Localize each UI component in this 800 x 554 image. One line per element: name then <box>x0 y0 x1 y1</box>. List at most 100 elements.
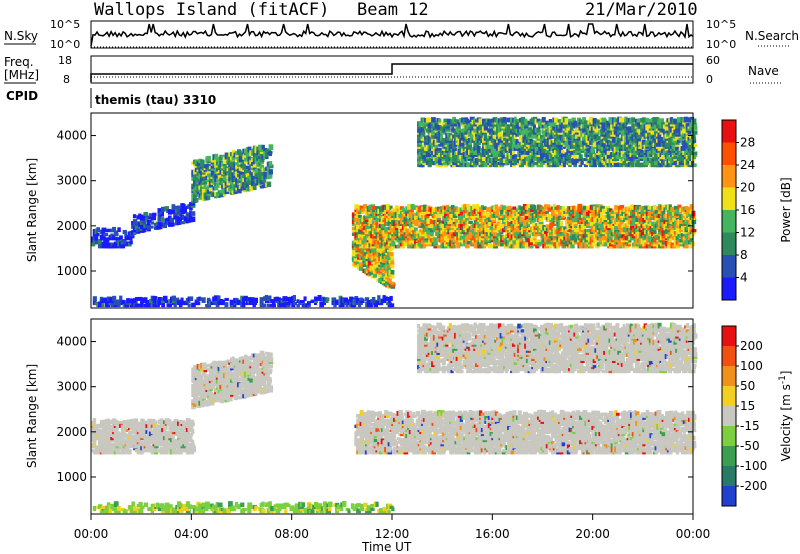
echo-cell <box>191 302 196 308</box>
echo-cell <box>381 262 387 267</box>
station-title: Wallops Island (fitACF) <box>94 0 329 20</box>
echo-cell <box>522 231 526 235</box>
echo-cell <box>554 210 559 214</box>
echo-cell <box>522 242 527 247</box>
echo-cell <box>387 212 393 216</box>
echo-cell <box>388 261 392 268</box>
nave-label: Nave <box>748 64 779 78</box>
echo-cell <box>401 229 405 235</box>
echo-cell <box>600 238 604 243</box>
echo-cell <box>390 284 396 289</box>
echo-cell <box>498 207 502 212</box>
echo-cell <box>326 297 330 301</box>
echo-cell <box>198 296 202 301</box>
echo-cell <box>390 256 394 261</box>
echo-cell <box>377 240 382 245</box>
echo-cell <box>422 210 427 216</box>
echo-cell <box>350 304 355 308</box>
echo-cell <box>166 217 171 222</box>
echo-cell <box>228 158 232 163</box>
echo-cell <box>408 223 414 229</box>
echo-cell <box>428 235 432 241</box>
echo-cell <box>94 236 99 241</box>
echo-cell <box>433 239 438 243</box>
echo-cell <box>251 161 255 166</box>
echo-cell <box>491 234 495 239</box>
echo-cell <box>594 232 599 239</box>
echo-cell <box>475 220 480 224</box>
echo-cell <box>134 297 139 301</box>
echo-cell <box>500 242 505 247</box>
echo-cell <box>251 148 255 152</box>
echo-cell <box>387 297 391 303</box>
echo-cell <box>394 226 399 231</box>
echo-cell <box>593 228 597 235</box>
echo-cell <box>383 256 387 260</box>
echo-cell <box>205 190 209 197</box>
echo-cell <box>387 265 392 271</box>
date-title: 21/Mar/2010 <box>585 0 698 20</box>
echo-cell <box>473 244 478 249</box>
echo-cell <box>424 232 428 237</box>
echo-cell <box>324 297 328 301</box>
echo-cell <box>391 208 395 212</box>
echo-cell <box>310 299 315 304</box>
echo-cell <box>377 225 381 229</box>
echo-cell <box>256 146 260 151</box>
echo-cell <box>335 299 339 303</box>
echo-cell <box>394 218 398 224</box>
echo-cell <box>562 162 566 168</box>
echo-cell <box>230 158 235 163</box>
echo-cell <box>526 204 530 210</box>
echo-cell <box>601 225 606 231</box>
echo-cell <box>449 231 454 235</box>
echo-cell <box>428 239 432 245</box>
echo-cell <box>303 296 307 301</box>
echo-cell <box>396 237 400 243</box>
echo-cell <box>154 222 158 226</box>
echo-cell <box>431 212 435 216</box>
nsearch-label: N.Search <box>745 29 799 43</box>
echo-cell <box>240 180 244 187</box>
echo-cell <box>382 236 386 241</box>
echo-cell <box>200 160 205 167</box>
freq-tick-bottom: 8 <box>63 73 70 86</box>
echo-cell <box>122 239 127 245</box>
echo-cell <box>422 225 427 229</box>
echo-cell <box>531 222 537 229</box>
echo-cell <box>422 208 427 212</box>
echo-cell <box>245 301 249 306</box>
echo-cell <box>393 225 397 231</box>
echo-cell <box>373 220 379 224</box>
echo-cell <box>176 217 182 221</box>
echo-cell <box>368 300 372 303</box>
echo-cell <box>390 281 395 285</box>
echo-cell <box>115 233 119 237</box>
echo-cell <box>566 208 572 212</box>
echo-cell <box>584 224 588 229</box>
echo-cell <box>355 261 360 265</box>
echo-cell <box>200 177 204 182</box>
echo-cell <box>356 212 360 218</box>
echo-cell <box>431 225 435 229</box>
echo-cell <box>612 227 616 233</box>
echo-cell <box>213 301 218 306</box>
echo-cell <box>526 237 530 243</box>
echo-cell <box>549 244 553 249</box>
echo-cell <box>491 236 495 241</box>
echo-cell <box>268 163 272 167</box>
echo-cell <box>505 233 509 237</box>
echo-cell <box>360 229 365 236</box>
echo-cell <box>487 220 492 225</box>
echo-cell <box>242 173 246 179</box>
echo-cell <box>127 242 132 247</box>
echo-cell <box>487 229 492 233</box>
echo-cell <box>101 303 105 308</box>
echo-cell <box>361 238 365 245</box>
echo-cell <box>426 218 430 224</box>
echo-cell <box>196 301 201 306</box>
echo-cell <box>493 242 497 247</box>
echo-cell <box>389 205 393 210</box>
echo-cell <box>500 208 504 214</box>
echo-cell <box>575 206 579 210</box>
